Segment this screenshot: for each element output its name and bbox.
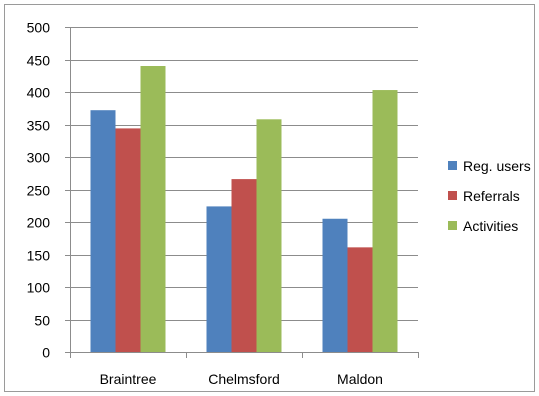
y-tick-label: 150 bbox=[27, 248, 51, 264]
y-tick-label: 100 bbox=[27, 280, 51, 296]
legend-label: Referrals bbox=[463, 188, 520, 204]
y-tick-label: 50 bbox=[34, 313, 50, 329]
y-tick-label: 200 bbox=[27, 215, 51, 231]
x-tick-label: Maldon bbox=[337, 371, 383, 387]
legend: Reg. users Referrals Activities bbox=[448, 158, 531, 234]
y-tick-label: 250 bbox=[27, 183, 51, 199]
bar-reg-users-braintree bbox=[90, 110, 116, 352]
bar-activities-braintree bbox=[140, 66, 166, 352]
x-tick-label: Braintree bbox=[100, 371, 157, 387]
y-tick-label: 300 bbox=[27, 150, 51, 166]
bar-referrals-braintree bbox=[115, 128, 141, 352]
axes bbox=[65, 27, 419, 358]
bar-activities-maldon bbox=[372, 90, 398, 353]
legend-swatch bbox=[448, 191, 457, 200]
bars bbox=[90, 66, 398, 353]
bar-reg-users-chelmsford bbox=[206, 206, 232, 352]
legend-label: Activities bbox=[463, 218, 518, 234]
x-tick-label: Chelmsford bbox=[208, 371, 280, 387]
bar-activities-chelmsford bbox=[256, 119, 282, 352]
y-tick-labels: 0 50 100 150 200 250 300 350 400 450 500 bbox=[27, 20, 51, 361]
y-tick-label: 0 bbox=[42, 345, 50, 361]
bar-referrals-maldon bbox=[347, 247, 373, 352]
y-tick-label: 450 bbox=[27, 53, 51, 69]
legend-label: Reg. users bbox=[463, 158, 531, 174]
x-tick-labels: Braintree Chelmsford Maldon bbox=[100, 371, 383, 387]
y-tick-label: 500 bbox=[27, 20, 51, 36]
y-tick-label: 400 bbox=[27, 85, 51, 101]
bar-reg-users-maldon bbox=[322, 218, 348, 352]
legend-swatch bbox=[448, 221, 457, 230]
legend-swatch bbox=[448, 161, 457, 170]
y-tick-label: 350 bbox=[27, 118, 51, 134]
bar-referrals-chelmsford bbox=[231, 179, 257, 352]
